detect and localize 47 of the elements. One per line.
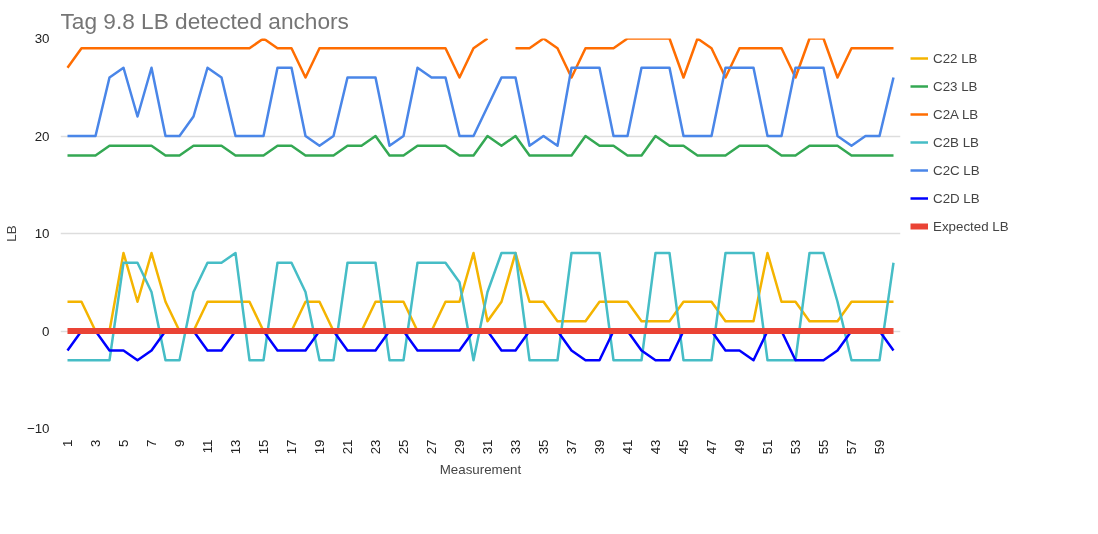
- line-series: [66, 66, 895, 147]
- x-tick-label: 47: [704, 439, 719, 455]
- legend-label: Expected LB: [933, 218, 1009, 234]
- line-series: [66, 251, 895, 362]
- x-tick-label: 39: [592, 439, 607, 455]
- x-tick-label: 49: [732, 439, 747, 455]
- x-tick-label: 41: [620, 439, 635, 455]
- legend-label: C2B LB: [933, 134, 979, 150]
- chart-title: Tag 9.8 LB detected anchors: [60, 7, 349, 34]
- x-tick-label: 45: [676, 439, 691, 455]
- legend-label: C22 LB: [933, 50, 978, 66]
- y-tick-label: −10: [26, 421, 50, 436]
- x-tick-label: 43: [648, 439, 663, 455]
- x-tick-label: 23: [368, 439, 383, 455]
- x-tick-label: 5: [116, 439, 131, 447]
- x-tick-label: 59: [872, 439, 887, 455]
- y-axis-title: LB: [3, 225, 19, 242]
- y-tick-label: 20: [34, 128, 50, 144]
- x-tick-label: 53: [788, 439, 803, 455]
- x-tick-label: 17: [284, 439, 299, 455]
- x-tick-label: 31: [480, 439, 495, 455]
- legend-label: C23 LB: [933, 78, 978, 94]
- legend-label: C2A LB: [933, 106, 979, 122]
- y-tick-label: 0: [42, 323, 50, 339]
- x-axis-title: Measurement: [439, 462, 522, 478]
- x-tick-label: 1: [60, 439, 75, 447]
- x-tick-label: 21: [340, 439, 355, 455]
- x-tick-label: 7: [144, 439, 159, 447]
- x-tick-label: 37: [564, 439, 579, 455]
- x-tick-label: 35: [536, 439, 551, 455]
- x-tick-label: 9: [172, 439, 187, 447]
- legend-label: C2C LB: [933, 162, 980, 178]
- x-tick-label: 57: [844, 439, 859, 455]
- y-tick-label: 10: [34, 226, 50, 241]
- y-tick-label: 30: [34, 31, 50, 46]
- x-tick-label: 15: [256, 439, 271, 455]
- x-tick-label: 55: [816, 439, 831, 455]
- x-tick-label: 3: [88, 439, 103, 447]
- x-tick-label: 25: [396, 439, 411, 455]
- x-tick-label: 11: [200, 439, 215, 454]
- x-tick-label: 27: [424, 439, 439, 455]
- x-tick-label: 51: [760, 439, 775, 455]
- x-tick-label: 13: [228, 439, 243, 455]
- legend-label: C2D LB: [933, 190, 980, 206]
- x-tick-label: 19: [312, 439, 327, 455]
- x-tick-label: 33: [508, 439, 523, 455]
- x-tick-label: 29: [452, 439, 467, 455]
